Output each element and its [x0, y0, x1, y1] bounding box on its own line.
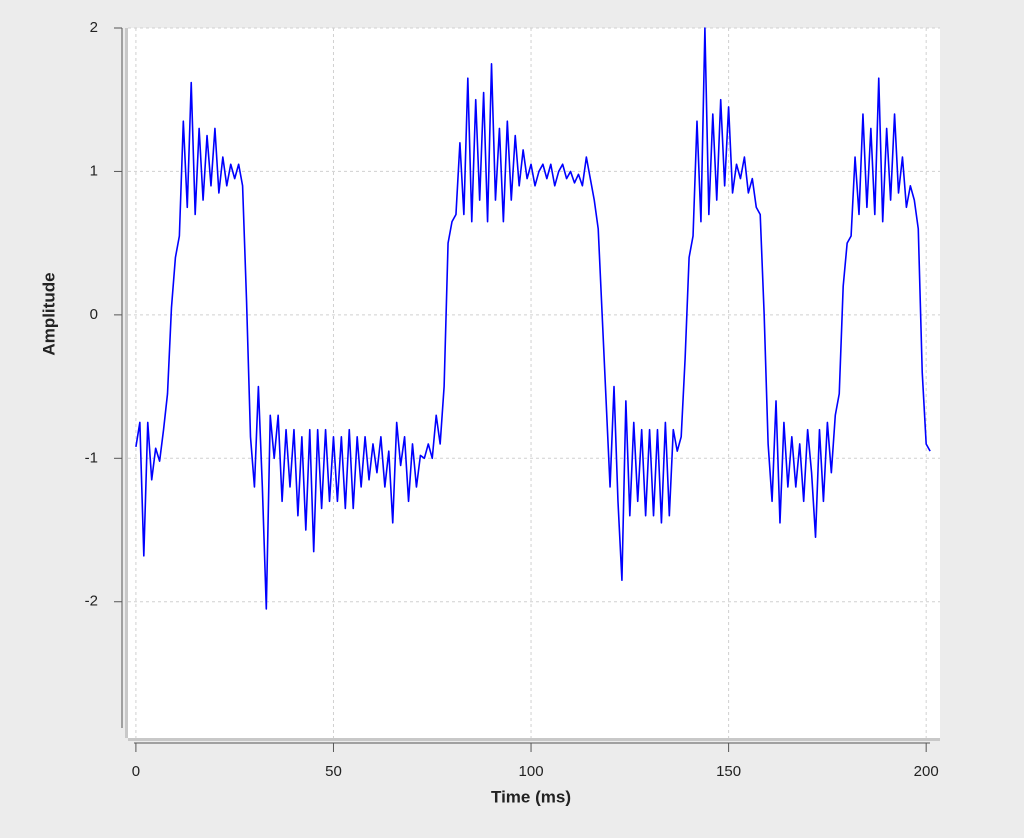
x-tick-label: 0: [132, 763, 140, 780]
x-tick-label: 50: [325, 763, 342, 780]
y-tick-label: -1: [85, 449, 98, 466]
plot-area: [128, 28, 940, 738]
y-axis-label: Amplitude: [39, 272, 58, 355]
x-tick-label: 150: [716, 763, 741, 780]
x-axis-bar: [128, 738, 940, 741]
y-axis-bar: [125, 28, 128, 738]
x-tick-label: 200: [914, 763, 939, 780]
y-tick-label: -2: [85, 593, 98, 610]
y-tick-label: 1: [90, 162, 98, 179]
y-tick-label: 2: [90, 19, 98, 36]
y-tick-label: 0: [90, 306, 98, 323]
x-axis-label: Time (ms): [491, 787, 571, 806]
series-line: [135, 27, 931, 610]
x-tick-label: 100: [519, 763, 544, 780]
